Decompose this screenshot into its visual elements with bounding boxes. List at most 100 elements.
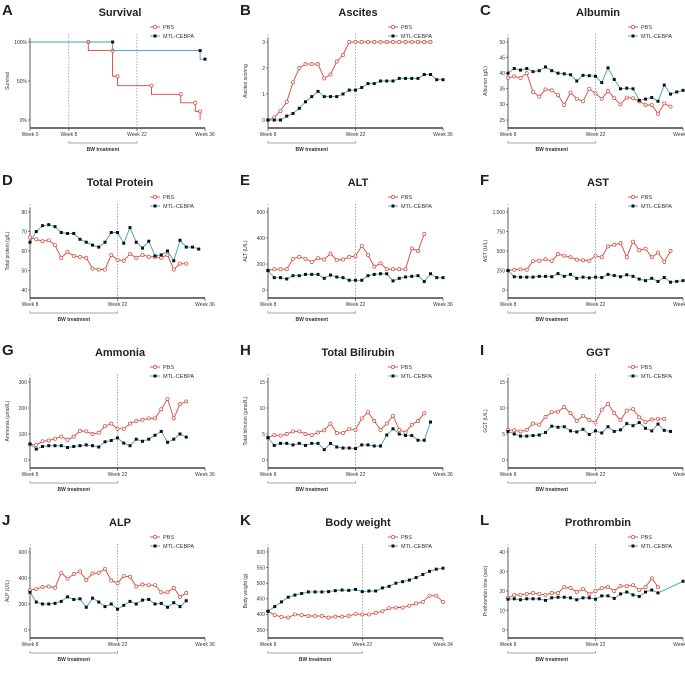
chart-title: Body weight (325, 517, 391, 529)
data-point-mtl-cebpa (28, 240, 32, 244)
data-point-mtl-cebpa (594, 429, 597, 433)
data-point-pbs (115, 74, 120, 79)
data-point-pbs (103, 424, 107, 429)
data-point-pbs (518, 267, 523, 272)
data-point-pbs (78, 428, 82, 433)
data-point-mtl-cebpa (385, 79, 389, 83)
data-point-mtl-cebpa (606, 425, 610, 429)
panel-b: B Ascites Ascites scoring 0 1 2 3 Week 8 Week 22… (240, 2, 453, 153)
chart-title: Total Bilirubin (321, 347, 394, 359)
data-point-mtl-cebpa (310, 441, 314, 445)
data-point-pbs (397, 40, 402, 44)
treatment-bracket (29, 651, 118, 654)
y-tick-label: 5 (262, 432, 265, 438)
data-point-mtl-cebpa (644, 590, 647, 594)
y-tick-label: 70 (21, 229, 27, 235)
data-point-pbs (643, 585, 648, 590)
data-point-pbs (587, 86, 592, 91)
data-point-mtl-cebpa (128, 599, 132, 603)
data-point-mtl-cebpa (197, 247, 201, 251)
data-point-pbs (353, 254, 358, 259)
data-point-mtl-cebpa (512, 432, 516, 436)
legend-label: MTL-CEBPA (641, 544, 672, 550)
data-point-mtl-cebpa (172, 259, 176, 263)
chart-title: ALP (109, 517, 131, 529)
data-point-pbs (140, 417, 145, 422)
x-tick-label: Week 36 (673, 472, 685, 478)
data-point-mtl-cebpa (329, 441, 332, 445)
data-point-mtl-cebpa (159, 429, 163, 433)
data-point-mtl-cebpa (434, 567, 438, 571)
data-point-mtl-cebpa (166, 440, 169, 444)
data-point-mtl-cebpa (600, 594, 604, 598)
data-point-mtl-cebpa (134, 240, 138, 244)
chart-title: Total Protein (87, 177, 154, 189)
x-tick-label: Week 8 (260, 472, 277, 478)
data-point-pbs (84, 577, 89, 582)
data-point-pbs (198, 109, 203, 114)
x-tick-label: Week 8 (500, 642, 517, 648)
treatment-label: BW treatment (57, 317, 90, 323)
data-point-mtl-cebpa (519, 275, 522, 279)
data-point-mtl-cebpa (322, 95, 326, 99)
data-point-mtl-cebpa (354, 587, 357, 591)
data-point-mtl-cebpa (347, 278, 351, 282)
x-tick-label: Week 22 (586, 472, 606, 478)
data-point-mtl-cebpa (429, 272, 432, 276)
data-point-pbs (631, 96, 635, 101)
legend-label: MTL-CEBPA (401, 204, 432, 210)
data-point-pbs (366, 410, 370, 415)
data-point-pbs (384, 421, 389, 426)
data-point-mtl-cebpa (53, 444, 57, 448)
data-point-pbs (624, 584, 629, 589)
data-point-mtl-cebpa (562, 595, 566, 599)
data-point-pbs (618, 241, 623, 246)
data-point-mtl-cebpa (391, 427, 395, 431)
panel-letter: B (240, 2, 251, 19)
data-point-pbs (309, 433, 314, 437)
data-point-mtl-cebpa (366, 274, 370, 278)
y-axis-label: Prothrombin time (sec) (483, 565, 489, 616)
data-point-mtl-cebpa (360, 278, 364, 282)
y-tick-label: 80 (21, 210, 27, 216)
y-axis-label: Body weight (g) (243, 573, 249, 608)
treatment-bracket (267, 141, 356, 144)
treatment-bracket (267, 481, 356, 484)
data-point-mtl-cebpa (619, 275, 622, 279)
y-axis-label: GGT (U/L) (483, 409, 489, 433)
x-tick-label: Week 36 (673, 302, 685, 308)
data-point-pbs (568, 255, 573, 260)
legend-marker (391, 544, 395, 548)
data-point-mtl-cebpa (266, 118, 270, 122)
legend-marker (153, 195, 157, 199)
data-point-mtl-cebpa (306, 590, 310, 594)
data-point-pbs (367, 612, 371, 617)
data-point-pbs (303, 62, 308, 67)
data-point-mtl-cebpa (562, 274, 566, 278)
data-point-mtl-cebpa (122, 603, 126, 607)
data-point-mtl-cebpa (441, 566, 445, 570)
data-point-pbs (637, 248, 642, 253)
data-point-mtl-cebpa (153, 602, 157, 606)
data-point-pbs (656, 250, 660, 255)
x-tick-label: Week 8 (260, 642, 277, 648)
data-point-mtl-cebpa (372, 444, 376, 448)
data-point-pbs (272, 433, 277, 437)
data-point-mtl-cebpa (537, 274, 541, 278)
data-point-mtl-cebpa (612, 77, 616, 81)
data-point-mtl-cebpa (41, 444, 44, 448)
panel-letter: A (2, 2, 13, 19)
data-point-mtl-cebpa (525, 67, 529, 71)
treatment-label: BW treatment (535, 657, 568, 663)
x-tick-label: Week 22 (586, 132, 606, 138)
y-tick-label: 200 (257, 262, 266, 268)
legend-label: PBS (641, 195, 652, 201)
data-point-pbs (299, 613, 304, 617)
y-axis-label: Total protein (g/L) (5, 231, 11, 270)
data-point-mtl-cebpa (297, 274, 301, 278)
data-point-pbs (103, 566, 107, 571)
y-tick-label: 30 (499, 569, 505, 575)
chart-title: GGT (586, 347, 610, 359)
panel-letter: E (240, 172, 250, 189)
data-point-mtl-cebpa (569, 272, 572, 276)
